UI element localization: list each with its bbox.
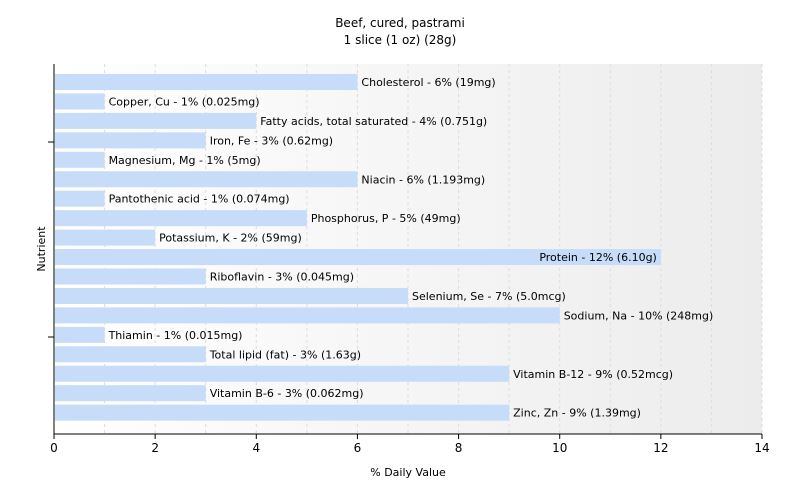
x-tick-labels: 0 2 4 6 8 10 12 14 (50, 434, 770, 455)
chart-title: Beef, cured, pastrami (335, 16, 465, 30)
bar (55, 249, 661, 266)
bar (55, 132, 206, 149)
x-tick-label: 8 (455, 441, 463, 455)
bar-label: Riboflavin - 3% (0.045mg) (210, 271, 354, 284)
bar (55, 151, 105, 168)
y-axis-title: Nutrient (35, 226, 48, 272)
bar-label: Niacin - 6% (1.193mg) (361, 173, 485, 186)
bar (55, 404, 510, 421)
axes (48, 64, 762, 435)
x-tick-label: 12 (653, 441, 668, 455)
x-tick-label: 6 (354, 441, 362, 455)
bar-label: Potassium, K - 2% (59mg) (159, 232, 302, 245)
x-tick-label: 4 (252, 441, 260, 455)
bar (55, 210, 307, 227)
x-tick-label: 2 (151, 441, 159, 455)
bar (55, 268, 206, 285)
bar-label: Zinc, Zn - 9% (1.39mg) (513, 407, 641, 420)
bar-label: Cholesterol - 6% (19mg) (361, 76, 495, 89)
bar (55, 190, 105, 207)
bar-label: Fatty acids, total saturated - 4% (0.751… (260, 115, 487, 128)
bar (55, 93, 105, 110)
x-axis-title: % Daily Value (370, 466, 446, 479)
bar (55, 365, 510, 382)
bar-label: Selenium, Se - 7% (5.0mcg) (412, 290, 566, 303)
bar (55, 171, 358, 188)
bar (55, 346, 206, 363)
x-tick-label: 14 (754, 441, 769, 455)
bar-label: Iron, Fe - 3% (0.62mg) (210, 134, 333, 147)
bar-label: Vitamin B-12 - 9% (0.52mcg) (513, 368, 673, 381)
bar (55, 229, 156, 246)
x-tick-label: 0 (50, 441, 58, 455)
bar (55, 74, 358, 90)
bar (55, 385, 206, 402)
bar-label: Magnesium, Mg - 1% (5mg) (109, 154, 261, 167)
bar-label: Protein - 12% (6.10g) (539, 251, 657, 264)
bar-label: Pantothenic acid - 1% (0.074mg) (109, 193, 290, 206)
bar (55, 307, 560, 324)
bar (55, 287, 408, 304)
bar-label: Copper, Cu - 1% (0.025mg) (109, 95, 260, 108)
chart-subtitle: 1 slice (1 oz) (28g) (344, 33, 457, 47)
bar-label: Total lipid (fat) - 3% (1.63g) (209, 348, 361, 361)
x-tick-label: 10 (552, 441, 567, 455)
bar-label: Sodium, Na - 10% (248mg) (564, 309, 714, 322)
bar-label: Vitamin B-6 - 3% (0.062mg) (210, 387, 364, 400)
bars: Cholesterol - 6% (19mg) Copper, Cu - 1% (… (55, 74, 713, 421)
bar-label: Phosphorus, P - 5% (49mg) (311, 212, 461, 225)
bar (55, 112, 257, 129)
bar-label: Thiamin - 1% (0.015mg) (108, 329, 243, 342)
bar (55, 326, 105, 343)
